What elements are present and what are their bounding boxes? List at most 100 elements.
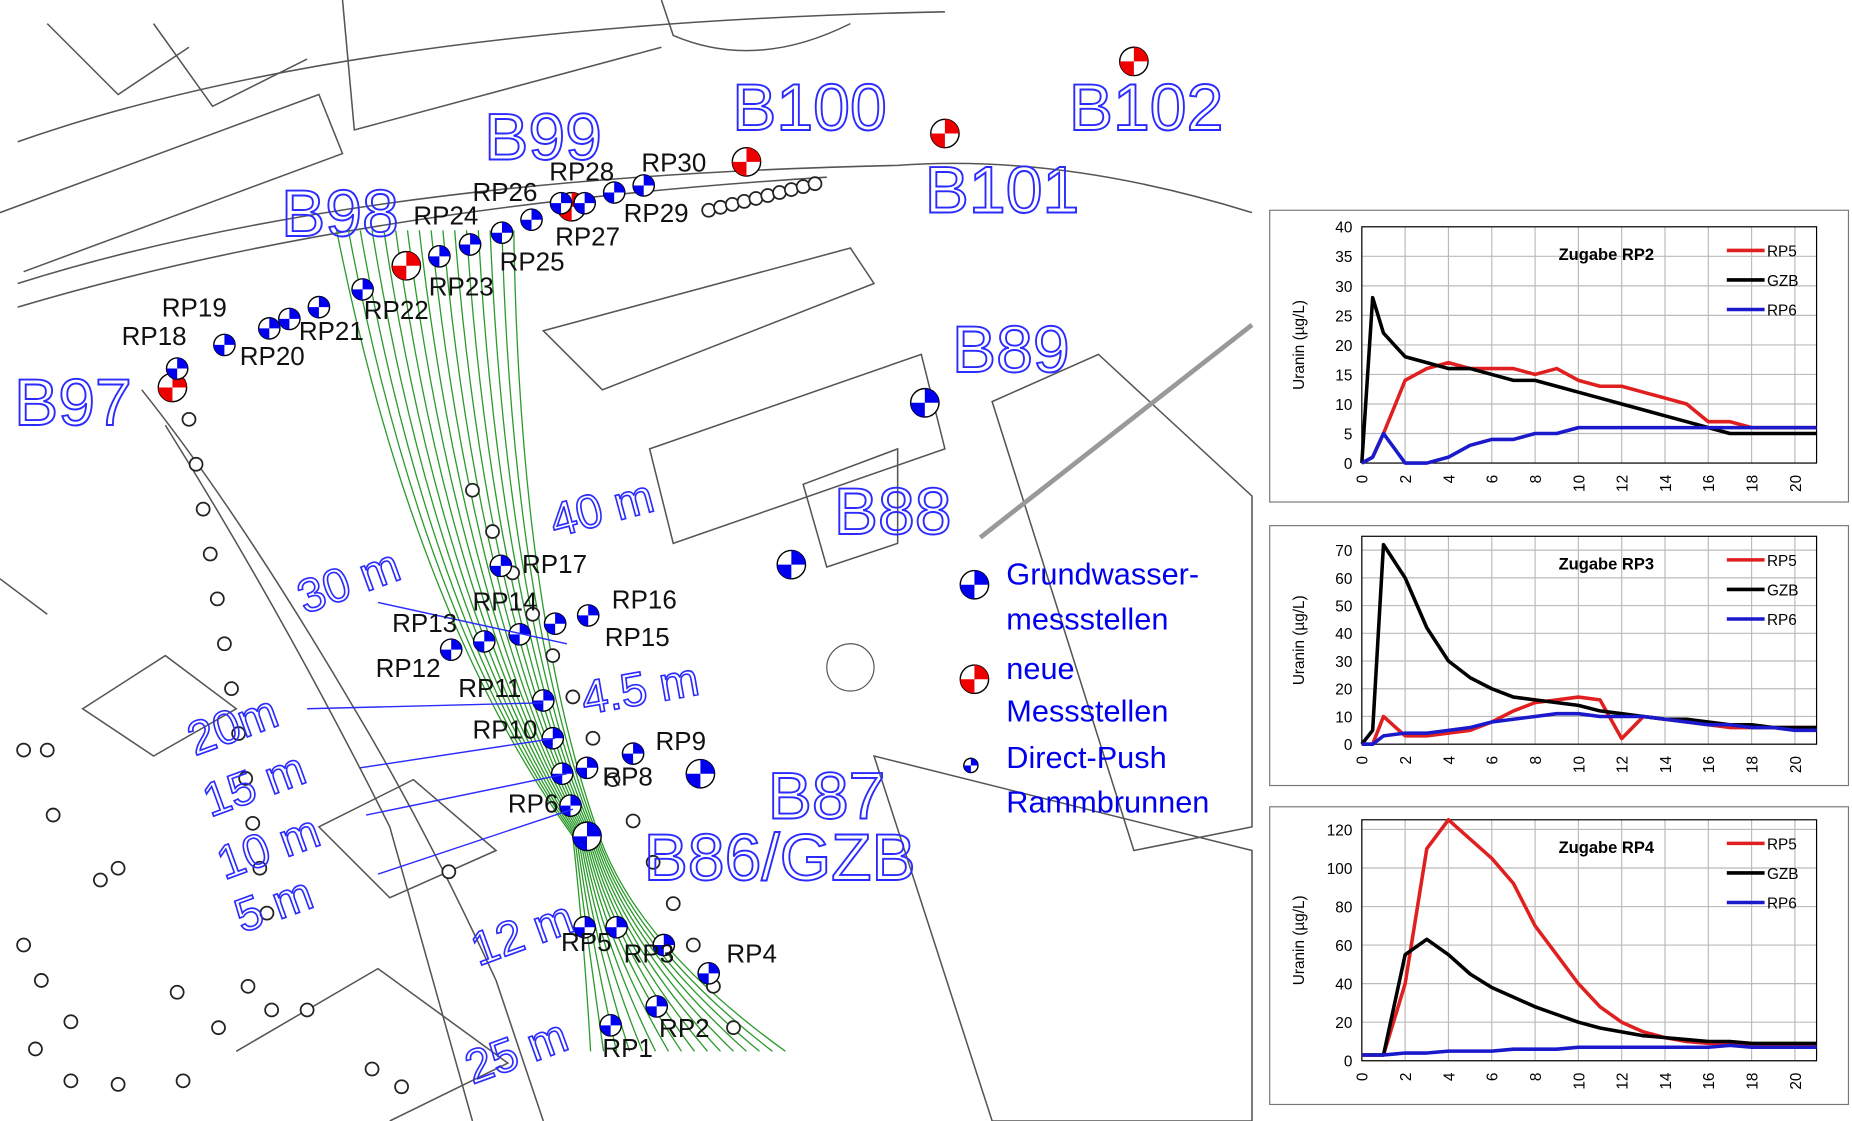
legend-label: GZB (1767, 866, 1799, 883)
y-tick-label: 20 (1335, 1015, 1352, 1032)
legend-label: RP5 (1767, 553, 1797, 570)
x-tick-label: 20 (1788, 475, 1805, 492)
x-tick-label: 10 (1571, 756, 1588, 773)
x-tick-label: 2 (1398, 756, 1415, 765)
legend-label: RP6 (1767, 302, 1797, 319)
post (17, 744, 30, 757)
y-tick-label: 20 (1335, 338, 1352, 355)
point-label: RP20 (240, 341, 305, 371)
post (797, 180, 810, 193)
well-label: B100 (732, 71, 886, 145)
post (442, 865, 455, 878)
point-label: RP8 (602, 762, 653, 792)
point-label: RP11 (458, 673, 521, 703)
x-tick-label: 20 (1788, 756, 1805, 773)
leader-line (378, 809, 573, 874)
chart-title: Zugabe RP4 (1559, 838, 1655, 857)
x-tick-label: 0 (1355, 1073, 1372, 1082)
distance-label: 4.5 m (577, 653, 703, 726)
post (566, 690, 579, 703)
well-label: B101 (925, 154, 1079, 228)
page: {"map":{ "well_labels":["B97","B98","B99… (0, 0, 1852, 1121)
post (726, 198, 739, 211)
y-tick-label: 5 (1344, 426, 1353, 443)
chart-title: Zugabe RP2 (1559, 245, 1654, 264)
x-tick-label: 6 (1485, 756, 1502, 765)
post (197, 503, 210, 516)
y-tick-label: 0 (1344, 456, 1353, 473)
post (808, 177, 821, 190)
point-label: RP23 (429, 271, 494, 301)
point-label: RP12 (376, 653, 441, 683)
point-label: RP2 (659, 1013, 710, 1043)
post (486, 525, 499, 538)
post (112, 862, 125, 875)
legend-label: RP6 (1767, 612, 1797, 629)
point-label: RP4 (726, 939, 777, 969)
x-tick-label: 10 (1571, 475, 1588, 492)
post (714, 201, 727, 214)
point-label: RP24 (413, 200, 478, 230)
y-tick-label: 30 (1335, 654, 1352, 671)
y-tick-label: 100 (1327, 861, 1353, 878)
x-tick-label: 18 (1745, 475, 1762, 492)
x-tick-label: 8 (1528, 1073, 1545, 1082)
chart: 051015202530354002468101214161820Uranin … (1270, 210, 1849, 502)
post (265, 1003, 278, 1016)
x-tick-label: 2 (1398, 1073, 1415, 1082)
point-label: RP1 (602, 1033, 653, 1063)
post (47, 809, 60, 822)
post (546, 649, 559, 662)
roundabout (827, 644, 874, 691)
x-tick-label: 12 (1615, 756, 1632, 773)
post (17, 938, 30, 951)
x-tick-label: 8 (1528, 756, 1545, 765)
post (749, 192, 762, 205)
point-label: RP3 (624, 939, 675, 969)
map-view: B97B98B99B100B101B102B89B88B87B86/GZB40 … (0, 0, 1852, 1121)
x-tick-label: 18 (1745, 1073, 1762, 1090)
point-label: RP9 (656, 726, 707, 756)
point-label: RP6 (508, 789, 559, 819)
x-tick-label: 16 (1701, 756, 1718, 773)
point-label: RP21 (299, 316, 364, 346)
y-tick-label: 20 (1335, 682, 1352, 699)
post (627, 814, 640, 827)
legend-label: GZB (1767, 273, 1799, 290)
y-tick-label: 40 (1335, 626, 1352, 643)
post (182, 413, 195, 426)
point-label: RP14 (472, 587, 537, 617)
well-label: B98 (281, 177, 399, 251)
point-label: RP18 (122, 321, 187, 351)
y-tick-label: 70 (1335, 543, 1352, 560)
well-label: B97 (14, 366, 132, 440)
point-label: RP26 (472, 177, 537, 207)
legend-text: messstellen (1006, 602, 1168, 637)
point-label: RP15 (605, 622, 670, 652)
x-tick-label: 14 (1658, 474, 1675, 492)
post (667, 897, 680, 910)
x-tick-label: 2 (1398, 475, 1415, 484)
post (225, 682, 238, 695)
post (785, 183, 798, 196)
legend-label: RP5 (1767, 836, 1797, 853)
legend-text: Direct-Push (1006, 740, 1166, 775)
post (190, 458, 203, 471)
post (687, 938, 700, 951)
post (773, 186, 786, 199)
legend-text: Grundwasser- (1006, 557, 1199, 592)
post (177, 1074, 190, 1087)
post (395, 1080, 408, 1093)
post (204, 548, 217, 561)
x-tick-label: 10 (1571, 1073, 1588, 1090)
post (94, 874, 107, 887)
well-label: B86/GZB (644, 821, 916, 895)
x-tick-label: 18 (1745, 756, 1762, 773)
post (171, 986, 184, 999)
x-tick-label: 14 (1658, 756, 1675, 774)
x-tick-label: 12 (1615, 1073, 1632, 1090)
point-label: RP13 (392, 608, 457, 638)
distance-label: 40 m (544, 470, 659, 548)
